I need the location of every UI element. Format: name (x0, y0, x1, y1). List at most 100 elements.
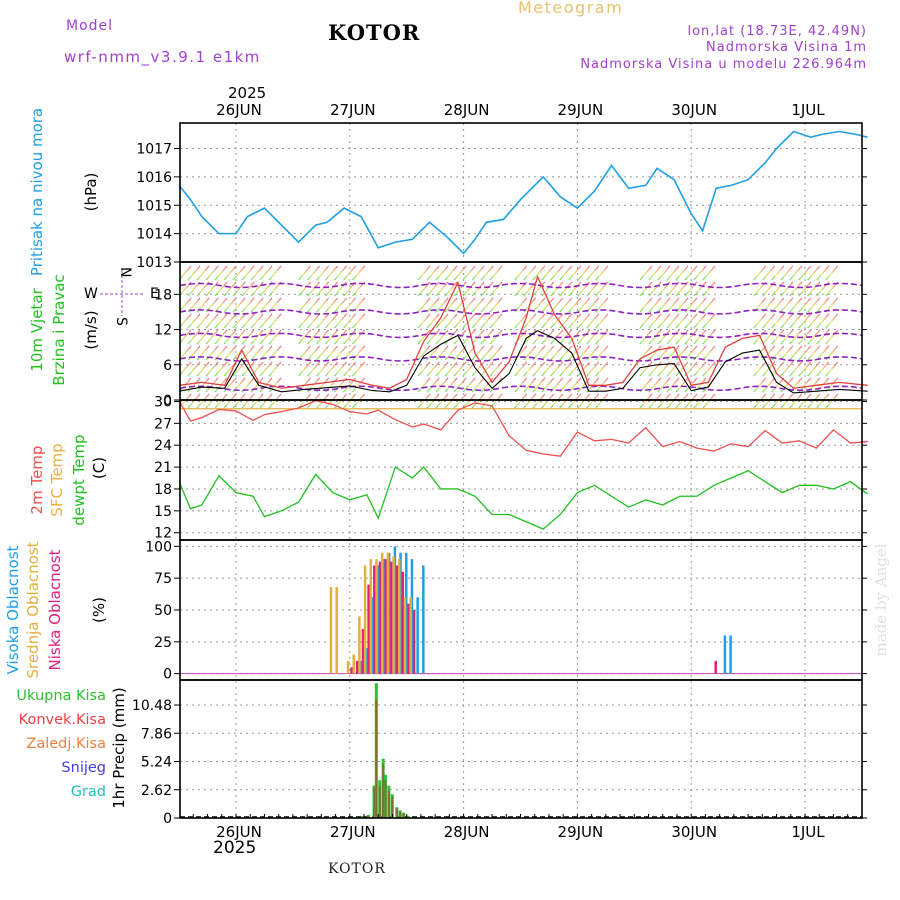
wind-barb (268, 377, 282, 393)
wind-barb (816, 345, 830, 361)
precip-convective-bar (395, 808, 398, 818)
wind-tick-label: 0 (163, 393, 172, 409)
wind-barb (532, 265, 546, 281)
wind-barb (417, 297, 431, 313)
wind-barb (789, 265, 803, 281)
wind-barb (417, 313, 431, 329)
wind-barb (753, 265, 767, 281)
wind-barb (798, 361, 812, 377)
wind-barb (298, 393, 312, 409)
wind-barb (807, 265, 821, 281)
temperature-tick-label: 30 (154, 394, 172, 410)
wind-barb (684, 313, 698, 329)
wind-barb (541, 393, 555, 409)
wind-barb (550, 265, 564, 281)
wind-barb (223, 345, 237, 361)
wind-barb (550, 313, 564, 329)
wind-barb (807, 393, 821, 409)
wind-barb (657, 329, 671, 345)
wind-barb (586, 329, 600, 345)
cloud-bar-low (367, 584, 370, 674)
wind-barb (586, 313, 600, 329)
wind-barb (648, 297, 662, 313)
wind-barb (453, 377, 467, 393)
wind-barb (334, 313, 348, 329)
wind-barb (417, 329, 431, 345)
cloud-bar-mid (346, 660, 350, 674)
wind-barb (771, 329, 785, 345)
wind-barb (816, 297, 830, 313)
pressure-tick-label: 1015 (136, 198, 172, 214)
wind-barb (316, 297, 330, 313)
wind-barb (586, 265, 600, 281)
wind-barb (444, 265, 458, 281)
wind-barb (298, 329, 312, 345)
cloud-bar-low (395, 565, 399, 674)
wind-barb (417, 281, 431, 297)
wind-barb (666, 329, 680, 345)
wind-barb (559, 361, 573, 377)
wind-barb (550, 345, 564, 361)
wind-barb (780, 313, 794, 329)
precip-convective-bar (399, 811, 402, 818)
precip-tick-label: 10.48 (132, 698, 172, 714)
wind-barb (196, 361, 210, 377)
wind-barb (471, 265, 485, 281)
wind-barb (550, 281, 564, 297)
wind-barb (316, 265, 330, 281)
cloud-bar-high (405, 552, 408, 674)
high-cloud-label: Visoka Oblacnost (4, 545, 22, 674)
wind-barb (325, 297, 339, 313)
wind-barb (532, 393, 546, 409)
wind-speed-line (179, 330, 868, 394)
wind-barb (178, 361, 192, 377)
wind-barb (325, 345, 339, 361)
wind-barb (462, 281, 476, 297)
wind-barb (178, 329, 192, 345)
wind-barb (514, 265, 528, 281)
wind-barb (693, 313, 707, 329)
wind-barb (196, 313, 210, 329)
wind-barb (426, 393, 440, 409)
wind-direction-row (179, 309, 863, 315)
dir-letter-s: S (113, 317, 129, 326)
wind-barb (577, 265, 591, 281)
wind-barb (268, 329, 282, 345)
wind-barb (514, 377, 528, 393)
dir-letter-w: W (84, 286, 98, 302)
wind-barb-group (417, 265, 503, 409)
wind-barb (334, 361, 348, 377)
wind-barb (205, 313, 219, 329)
wind-barb (489, 297, 503, 313)
wind-barb (178, 393, 192, 409)
wind-barb (316, 281, 330, 297)
wind-barb (325, 281, 339, 297)
top-date-label: 29JUN (558, 101, 604, 119)
dewpt-line (178, 466, 868, 530)
wind-direction-row (179, 385, 863, 392)
wind-barb (343, 329, 357, 345)
wind-barb (352, 377, 366, 393)
wind-barb (259, 297, 273, 313)
wind-barb (444, 329, 458, 345)
wind-barb (241, 345, 255, 361)
wind-barb (666, 265, 680, 281)
precip-tick-label: 2.62 (141, 783, 172, 799)
wind-barb (187, 281, 201, 297)
precip-legend-label: Grad (71, 784, 106, 800)
cloud-bar-high (399, 552, 402, 674)
temp2m-line (178, 400, 868, 457)
wind-barb (489, 329, 503, 345)
wind-barb (702, 313, 716, 329)
wind-barb (762, 313, 776, 329)
wind-barb (426, 281, 440, 297)
wind-barb (639, 393, 653, 409)
wind-barb (657, 377, 671, 393)
pressure-series-label: Pritisak na nivou mora (28, 108, 46, 276)
wind-barb (550, 393, 564, 409)
wind-barb (789, 297, 803, 313)
precip-convective-bar (384, 780, 387, 818)
cloud-bar-low (407, 603, 410, 674)
cloud-tick-label: 50 (154, 603, 172, 619)
